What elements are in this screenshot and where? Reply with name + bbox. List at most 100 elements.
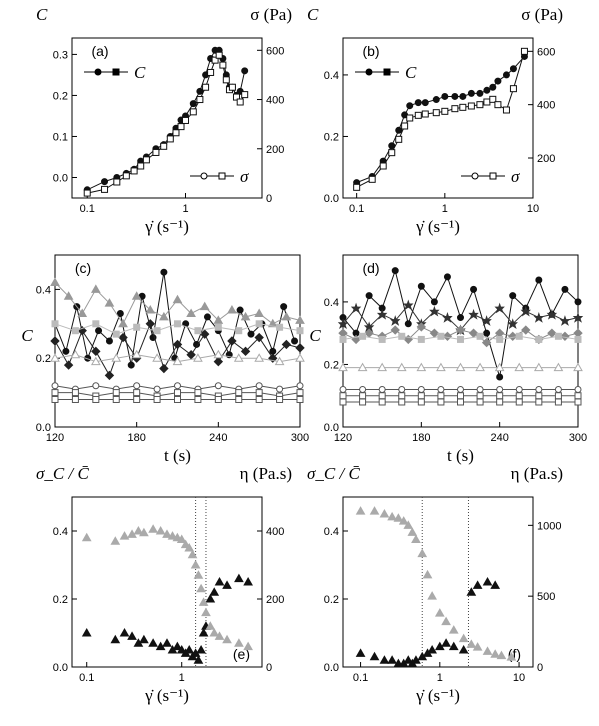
data-point <box>184 644 195 654</box>
data-point <box>172 356 183 366</box>
data-point <box>459 92 467 100</box>
data-point <box>50 353 60 362</box>
plot-frame <box>342 496 534 668</box>
data-point <box>470 285 478 293</box>
data-point <box>339 335 347 343</box>
data-point <box>359 332 367 340</box>
y2-tick-label: 400 <box>266 95 284 107</box>
data-point <box>254 332 264 343</box>
data-point <box>148 638 158 647</box>
data-point <box>458 633 469 643</box>
data-point <box>457 392 464 400</box>
y2-tick-label: 0 <box>266 662 272 674</box>
panel-d: 120 180 240 300 0.0 0.2 0.4 (d) t (s) C <box>309 254 587 465</box>
y-tick-label: 0.2 <box>324 131 339 143</box>
data-point <box>355 506 366 515</box>
data-point <box>574 385 582 393</box>
data-point <box>145 305 156 314</box>
data-point <box>176 534 187 543</box>
data-point <box>574 298 582 306</box>
data-point <box>490 649 501 658</box>
data-point <box>379 508 390 518</box>
data-point <box>507 318 518 330</box>
data-point <box>247 330 255 338</box>
data-point <box>515 332 523 340</box>
data-point <box>193 353 203 362</box>
data-point <box>296 389 304 397</box>
y2-tick-label: 0 <box>266 193 272 205</box>
data-point <box>414 99 422 107</box>
data-point <box>430 298 438 306</box>
data-point <box>432 96 440 104</box>
x-tick-label: 1 <box>442 203 448 215</box>
data-point <box>476 385 484 393</box>
data-point <box>403 520 414 529</box>
panel-label: (b) <box>362 43 379 59</box>
data-point <box>241 91 249 99</box>
data-point <box>127 631 137 640</box>
data-point <box>339 385 347 393</box>
data-point <box>214 576 225 586</box>
x-tick-label: 120 <box>46 432 64 444</box>
data-point <box>90 356 101 366</box>
data-point <box>243 576 253 586</box>
data-point <box>553 362 564 372</box>
data-point <box>429 328 440 338</box>
data-point <box>133 389 141 397</box>
y2-axis-label: σ (Pa) <box>521 5 563 24</box>
data-point <box>353 183 361 191</box>
data-point <box>458 644 469 654</box>
data-point <box>83 189 91 197</box>
data-point <box>403 299 414 311</box>
data-point <box>235 395 243 403</box>
data-point <box>509 85 517 93</box>
legend-label: C <box>134 63 146 82</box>
data-point <box>451 92 459 100</box>
data-point <box>437 392 445 400</box>
data-point <box>203 313 211 321</box>
data-point <box>378 392 386 400</box>
panel-label: (a) <box>91 43 108 59</box>
data-point <box>112 395 120 403</box>
data-point <box>481 315 492 326</box>
y2-axis-label: η (Pa.s) <box>240 464 292 483</box>
data-point <box>92 395 100 403</box>
data-point <box>355 648 366 657</box>
data-point <box>359 398 367 406</box>
data-point <box>514 362 525 372</box>
data-point <box>148 524 158 533</box>
data-point <box>113 178 121 186</box>
plot-frame <box>71 37 263 199</box>
data-point <box>467 89 475 97</box>
legend-marker <box>218 172 226 180</box>
data-point <box>196 87 204 95</box>
data-point <box>62 347 70 355</box>
x-tick-label: 120 <box>334 432 352 444</box>
data-point <box>466 587 477 596</box>
data-point <box>131 349 142 359</box>
data-point <box>205 593 216 603</box>
data-point <box>222 634 232 644</box>
panel-label: (c) <box>75 260 91 276</box>
data-point <box>63 291 74 300</box>
data-point <box>421 110 429 118</box>
data-point <box>387 655 397 664</box>
y-tick-label: 0.4 <box>36 284 51 296</box>
data-point <box>494 362 505 372</box>
x-axis-label: γ̇ (s⁻¹) <box>415 686 460 705</box>
data-point <box>211 56 219 64</box>
data-point <box>455 362 466 372</box>
data-point <box>506 652 517 661</box>
data-point <box>535 398 543 406</box>
y2-tick-label: 200 <box>537 153 555 165</box>
data-point <box>406 102 414 110</box>
data-point <box>105 337 113 345</box>
panel-a: 0.1 1 0.0 0.1 0.2 0.3 0 200 400 600 (a) γ̇ (s⁻¹) C σ … <box>36 5 292 236</box>
data-point <box>153 395 161 403</box>
data-point <box>483 86 491 94</box>
data-point <box>118 318 128 328</box>
y2-tick-label: 0 <box>537 662 543 674</box>
data-point <box>296 327 304 335</box>
data-point <box>133 395 141 403</box>
legend-marker <box>489 172 497 180</box>
